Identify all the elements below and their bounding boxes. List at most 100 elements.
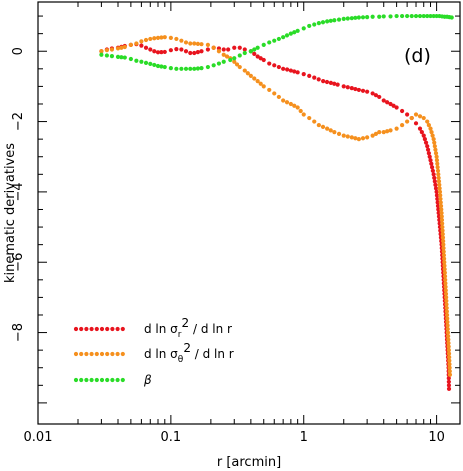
data-point-orange: [441, 246, 446, 251]
data-point-orange: [442, 270, 447, 275]
data-point-green: [188, 66, 193, 71]
data-point-red: [188, 50, 193, 56]
data-point-orange: [128, 42, 133, 48]
data-point-green: [388, 14, 393, 19]
data-point-orange: [440, 221, 445, 226]
data-point-orange: [139, 39, 144, 44]
data-point-orange: [439, 207, 444, 212]
data-point-orange: [444, 295, 449, 300]
data-point-red: [413, 121, 419, 126]
data-point-green: [320, 20, 326, 25]
data-point-red: [426, 151, 431, 156]
data-point-red: [179, 47, 184, 52]
data-point-orange: [179, 38, 184, 43]
data-point-green: [211, 63, 216, 68]
data-point-green: [255, 45, 260, 50]
data-point-green: [316, 21, 321, 26]
data-point-green: [261, 42, 266, 48]
data-point-orange: [426, 122, 431, 128]
data-point-orange: [373, 131, 379, 136]
data-point-green: [162, 64, 167, 70]
data-point-orange: [405, 119, 410, 124]
data-point-orange: [242, 68, 247, 73]
data-point-green: [242, 50, 247, 56]
data-point-red: [324, 79, 330, 85]
data-point-orange: [437, 189, 443, 194]
data-point-red: [285, 67, 290, 72]
data-point-green: [128, 56, 133, 62]
data-point-red: [255, 54, 260, 59]
data-point-red: [258, 56, 263, 61]
data-point-green: [237, 53, 242, 58]
data-point-green: [353, 15, 358, 20]
data-point-orange: [148, 36, 153, 42]
x-axis: 0.01 0.1 1 10: [24, 2, 445, 445]
y-axis-label: kinematic derivatives: [3, 143, 18, 283]
data-point-orange: [445, 330, 451, 335]
data-point-red: [143, 45, 149, 50]
data-point-orange: [446, 348, 451, 353]
data-point-red: [425, 147, 431, 152]
data-point-green: [417, 13, 423, 19]
data-point-orange: [435, 161, 440, 166]
data-point-green: [307, 23, 312, 29]
data-point-green: [377, 14, 382, 19]
data-point-orange: [446, 337, 451, 342]
data-point-red: [446, 376, 451, 381]
data-point-green: [199, 66, 204, 71]
data-point-orange: [168, 35, 173, 40]
data-point-green: [301, 26, 306, 31]
data-point-orange: [437, 186, 442, 191]
data-point-orange: [447, 355, 452, 360]
data-point-red: [373, 93, 379, 98]
data-point-orange: [258, 81, 263, 86]
data-point-green: [276, 36, 281, 42]
data-point-red: [139, 43, 144, 48]
legend-dot: [110, 351, 115, 357]
data-point-green: [179, 66, 184, 71]
data-point-red: [281, 66, 286, 71]
data-point-orange: [436, 172, 441, 177]
data-point-red: [272, 63, 277, 68]
data-point-orange: [440, 228, 445, 233]
data-point-green: [195, 66, 200, 71]
data-point-orange: [431, 137, 436, 142]
y-tick-label: −8: [11, 323, 26, 342]
data-point-orange: [341, 133, 346, 138]
data-point-red: [312, 75, 317, 80]
data-point-orange: [188, 41, 193, 46]
data-point-red: [370, 91, 375, 96]
data-point-red: [307, 73, 312, 78]
data-point-orange: [267, 87, 272, 93]
data-point-orange: [443, 284, 448, 289]
data-point-orange: [434, 154, 439, 159]
data-point-red: [435, 196, 440, 202]
data-point-orange: [444, 309, 449, 314]
data-point-orange: [417, 114, 423, 119]
data-point-green: [360, 15, 366, 20]
legend-label-red: d ln σr2 / d ln r: [144, 316, 232, 340]
data-point-red: [400, 108, 405, 114]
data-point-red: [394, 105, 399, 110]
data-points: [99, 13, 454, 391]
data-point-red: [221, 47, 226, 52]
data-point-orange: [353, 136, 358, 141]
data-point-orange: [370, 133, 375, 138]
data-point-red: [436, 207, 441, 212]
legend-dot: [79, 351, 84, 357]
data-point-red: [237, 45, 242, 50]
data-point-orange: [440, 232, 445, 237]
data-point-orange: [441, 253, 447, 258]
data-point-green: [356, 15, 361, 20]
data-point-orange: [276, 94, 281, 100]
data-point-red: [417, 126, 423, 131]
data-point-orange: [436, 179, 442, 184]
legend-dot: [110, 377, 115, 383]
data-point-orange: [444, 305, 449, 311]
data-point-orange: [437, 182, 442, 187]
data-point-orange: [237, 64, 242, 70]
y-tick-label: −4: [11, 182, 26, 201]
legend-dot: [115, 326, 120, 332]
data-point-green: [248, 49, 253, 54]
data-point-red: [192, 50, 197, 56]
